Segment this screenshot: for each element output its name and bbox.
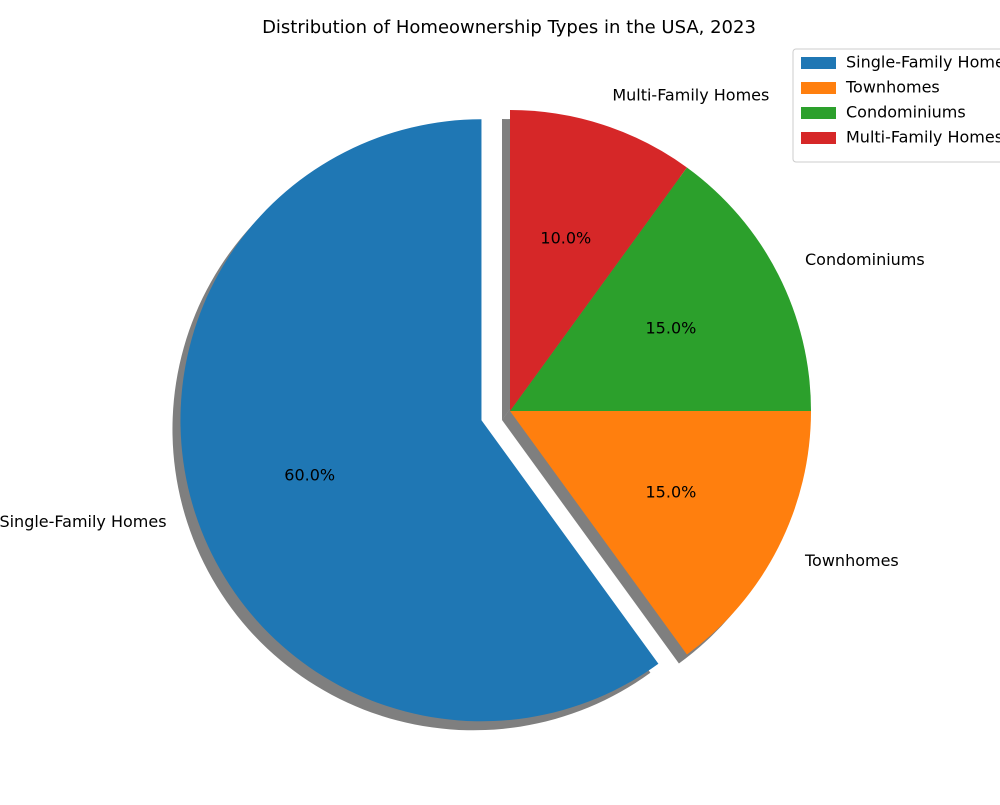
pie-labels: Single-Family Homes 60.0% Townhomes 15.0% Co… <box>0 86 925 570</box>
slice-value-condominiums: 15.0% <box>646 319 697 338</box>
legend-swatch-townhomes <box>801 82 836 94</box>
legend-swatch-single-family-homes <box>801 57 836 69</box>
legend-label-single-family-homes: Single-Family Homes <box>846 53 1000 72</box>
pie-slice-multi-family-homes <box>510 110 687 411</box>
slice-value-townhomes: 15.0% <box>646 482 697 501</box>
slice-label-condominiums: Condominiums <box>805 250 925 269</box>
slice-value-multi-family-homes: 10.0% <box>540 229 591 248</box>
pie-slice-single-family-homes <box>180 119 659 722</box>
legend-label-multi-family-homes: Multi-Family Homes <box>846 128 1000 147</box>
slice-label-multi-family-homes: Multi-Family Homes <box>612 86 769 105</box>
legend-label-condominiums: Condominiums <box>846 103 966 122</box>
pie-slice-condominiums <box>510 167 811 411</box>
slice-label-single-family-homes: Single-Family Homes <box>0 512 167 531</box>
legend-label-townhomes: Townhomes <box>845 78 940 97</box>
chart-title: Distribution of Homeownership Types in t… <box>262 17 756 38</box>
pie-slices <box>180 110 811 722</box>
legend: Single-Family Homes Townhomes Condominiums… <box>792 48 1000 163</box>
legend-frame <box>792 48 1000 163</box>
slice-label-townhomes: Townhomes <box>804 551 899 570</box>
legend-swatch-multi-family-homes <box>801 132 836 144</box>
legend-swatch-condominiums <box>801 107 836 119</box>
pie-slice-townhomes <box>510 411 811 655</box>
slice-value-single-family-homes: 60.0% <box>284 466 335 485</box>
